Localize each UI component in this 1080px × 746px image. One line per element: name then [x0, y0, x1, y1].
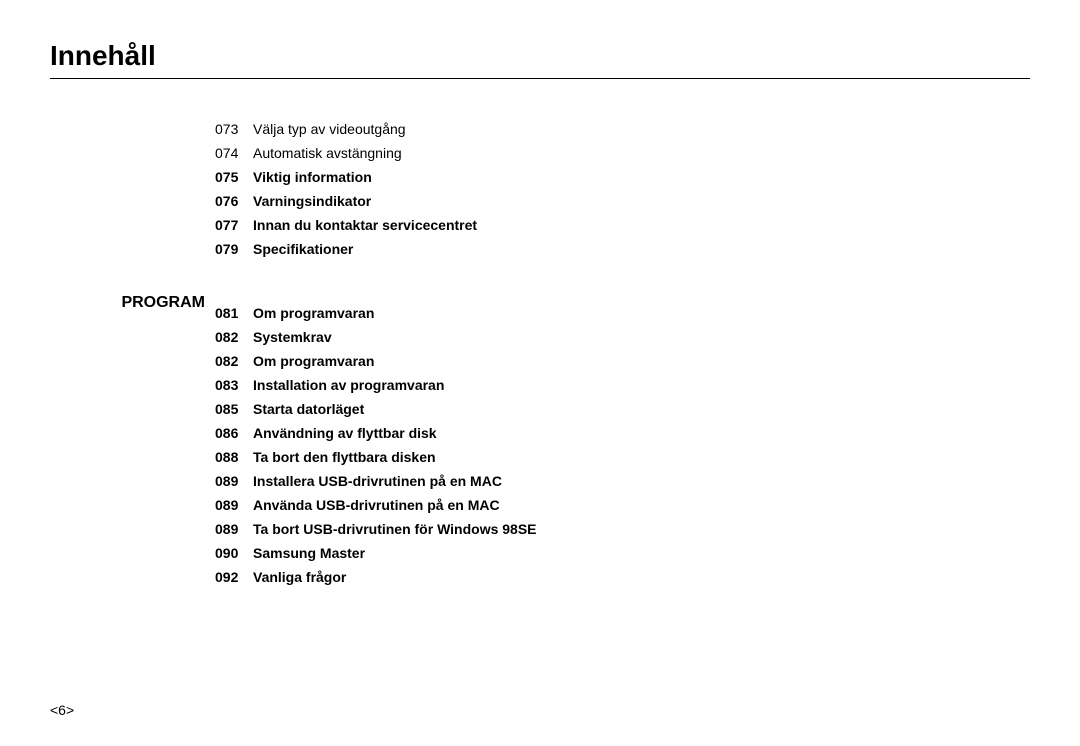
toc-entry-label: Viktig information [253, 167, 372, 188]
section-label-column: PROGRAM [50, 119, 215, 591]
toc-row: 085 Starta datorläget [215, 399, 537, 420]
toc-row: 075 Viktig information [215, 167, 537, 188]
toc-entry-label: Om programvaran [253, 351, 374, 372]
toc-row: 082 Om programvaran [215, 351, 537, 372]
page-number-footer: <6> [50, 702, 74, 718]
toc-page-number: 086 [215, 423, 253, 444]
toc-page-number: 082 [215, 351, 253, 372]
toc-row: 081 Om programvaran [215, 303, 537, 324]
toc-entry-label: Starta datorläget [253, 399, 364, 420]
toc-entry-label: Samsung Master [253, 543, 365, 564]
toc-row: 082 Systemkrav [215, 327, 537, 348]
toc-row: 089 Använda USB-drivrutinen på en MAC [215, 495, 537, 516]
toc-page-number: 083 [215, 375, 253, 396]
section-label-group2: PROGRAM [50, 294, 205, 312]
toc-entry-label: Använda USB-drivrutinen på en MAC [253, 495, 500, 516]
toc-entry-label: Varningsindikator [253, 191, 371, 212]
toc-entry-label: Ta bort USB-drivrutinen för Windows 98SE [253, 519, 537, 540]
toc-row: 090 Samsung Master [215, 543, 537, 564]
toc-entry-label: Välja typ av videoutgång [253, 119, 406, 140]
toc-page-number: 077 [215, 215, 253, 236]
toc-page-number: 092 [215, 567, 253, 588]
toc-row: 083 Installation av programvaran [215, 375, 537, 396]
toc-page-number: 081 [215, 303, 253, 324]
toc-page-number: 082 [215, 327, 253, 348]
page-title: Innehåll [50, 40, 1030, 79]
toc-row: 089 Ta bort USB-drivrutinen för Windows … [215, 519, 537, 540]
toc-entry-label: Vanliga frågor [253, 567, 346, 588]
toc-entry-label: Installation av programvaran [253, 375, 444, 396]
toc-page-number: 090 [215, 543, 253, 564]
section-label-group1 [50, 119, 205, 294]
toc-page-number: 089 [215, 519, 253, 540]
toc-entry-label: Innan du kontaktar servicecentret [253, 215, 477, 236]
content-area: PROGRAM 073 Välja typ av videoutgång 074… [50, 119, 1030, 591]
toc-entry-label: Ta bort den flyttbara disken [253, 447, 436, 468]
toc-page-number: 073 [215, 119, 253, 140]
toc-entry-label: Användning av flyttbar disk [253, 423, 437, 444]
toc-entry-label: Specifikationer [253, 239, 353, 260]
toc-row: 073 Välja typ av videoutgång [215, 119, 537, 140]
toc-row: 088 Ta bort den flyttbara disken [215, 447, 537, 468]
toc-row: 086 Användning av flyttbar disk [215, 423, 537, 444]
toc-row: 089 Installera USB-drivrutinen på en MAC [215, 471, 537, 492]
toc-page-number: 088 [215, 447, 253, 468]
toc-column: 073 Välja typ av videoutgång 074 Automat… [215, 119, 537, 591]
toc-entry-label: Automatisk avstängning [253, 143, 402, 164]
section-gap [215, 263, 537, 303]
page: Innehåll PROGRAM 073 Välja typ av videou… [0, 0, 1080, 746]
toc-page-number: 076 [215, 191, 253, 212]
toc-page-number: 079 [215, 239, 253, 260]
toc-row: 092 Vanliga frågor [215, 567, 537, 588]
toc-entry-label: Om programvaran [253, 303, 374, 324]
toc-page-number: 074 [215, 143, 253, 164]
toc-entry-label: Installera USB-drivrutinen på en MAC [253, 471, 502, 492]
toc-row: 077 Innan du kontaktar servicecentret [215, 215, 537, 236]
toc-row: 079 Specifikationer [215, 239, 537, 260]
toc-row: 074 Automatisk avstängning [215, 143, 537, 164]
toc-page-number: 075 [215, 167, 253, 188]
toc-page-number: 085 [215, 399, 253, 420]
toc-row: 076 Varningsindikator [215, 191, 537, 212]
toc-page-number: 089 [215, 495, 253, 516]
toc-page-number: 089 [215, 471, 253, 492]
toc-entry-label: Systemkrav [253, 327, 332, 348]
